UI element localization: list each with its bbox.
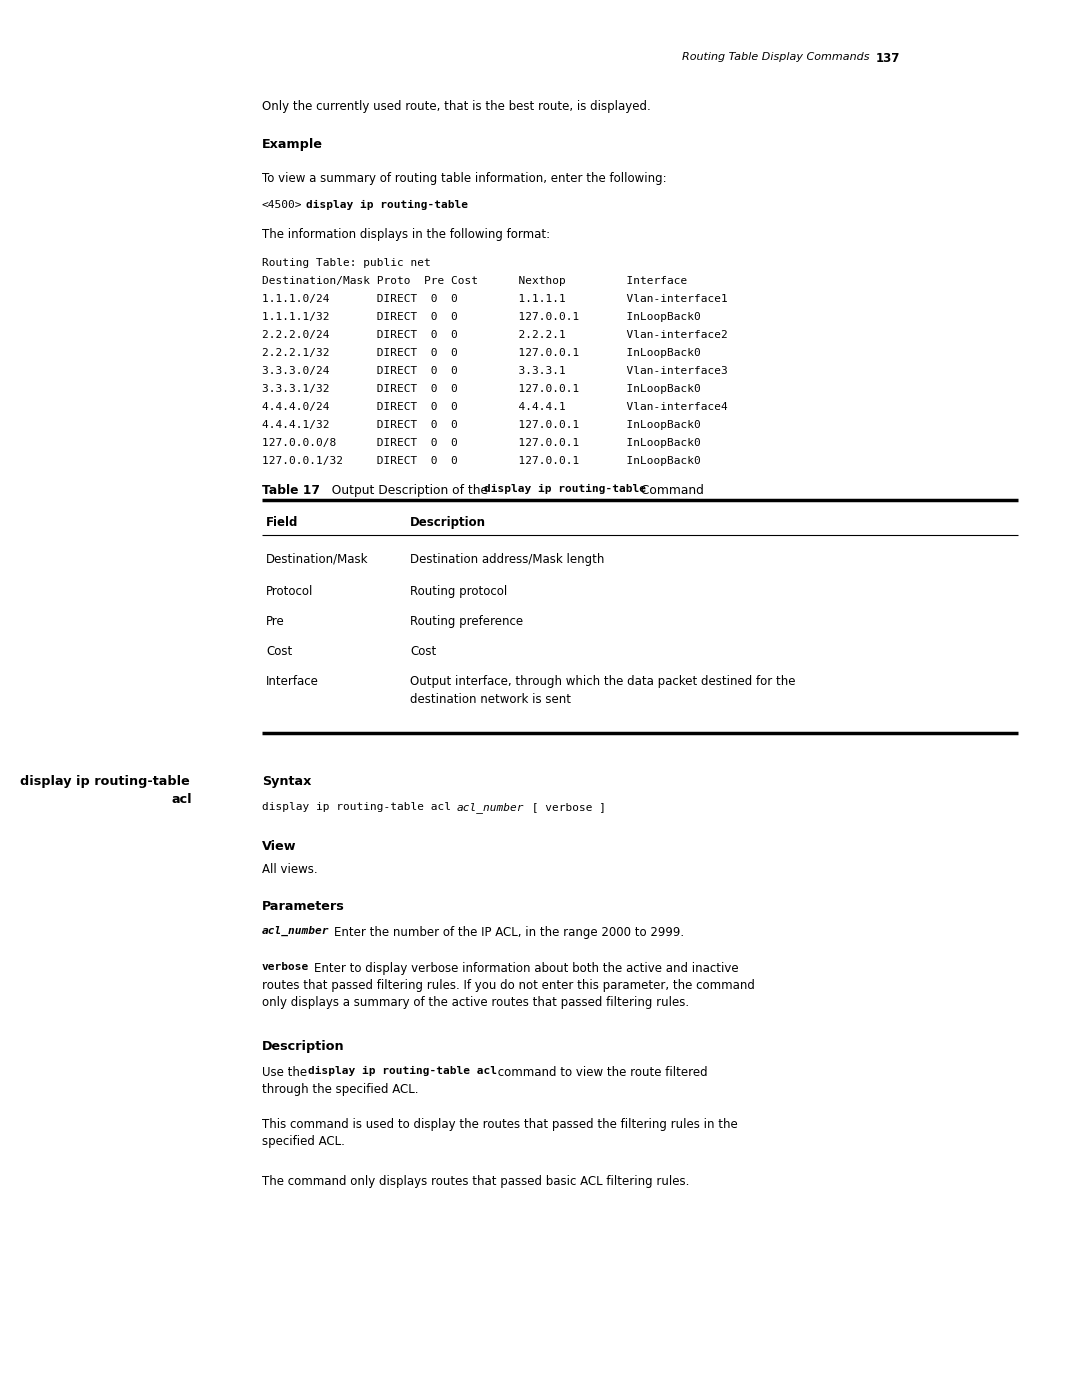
Text: routes that passed filtering rules. If you do not enter this parameter, the comm: routes that passed filtering rules. If y… (262, 979, 755, 992)
Text: Table 17: Table 17 (262, 483, 320, 497)
Text: Destination/Mask Proto  Pre Cost      Nexthop         Interface: Destination/Mask Proto Pre Cost Nexthop … (262, 277, 687, 286)
Text: acl_number: acl_number (457, 802, 525, 813)
Text: specified ACL.: specified ACL. (262, 1134, 345, 1148)
Text: display ip routing-table: display ip routing-table (21, 775, 190, 788)
Text: Field: Field (266, 515, 298, 529)
Text: Description: Description (262, 1039, 345, 1053)
Text: 4.4.4.1/32       DIRECT  0  0         127.0.0.1       InLoopBack0: 4.4.4.1/32 DIRECT 0 0 127.0.0.1 InLoopBa… (262, 420, 701, 430)
Text: 137: 137 (876, 52, 901, 66)
Text: verbose: verbose (262, 963, 309, 972)
Text: Routing protocol: Routing protocol (410, 585, 508, 598)
Text: Parameters: Parameters (262, 900, 345, 914)
Text: The command only displays routes that passed basic ACL filtering rules.: The command only displays routes that pa… (262, 1175, 689, 1187)
Text: View: View (262, 840, 297, 854)
Text: Cost: Cost (410, 645, 436, 658)
Text: Enter to display verbose information about both the active and inactive: Enter to display verbose information abo… (314, 963, 739, 975)
Text: The information displays in the following format:: The information displays in the followin… (262, 228, 550, 242)
Text: To view a summary of routing table information, enter the following:: To view a summary of routing table infor… (262, 172, 666, 184)
Text: Destination/Mask: Destination/Mask (266, 553, 368, 566)
Text: 127.0.0.1/32     DIRECT  0  0         127.0.0.1       InLoopBack0: 127.0.0.1/32 DIRECT 0 0 127.0.0.1 InLoop… (262, 455, 701, 467)
Text: All views.: All views. (262, 863, 318, 876)
Text: Destination address/Mask length: Destination address/Mask length (410, 553, 605, 566)
Text: 2.2.2.0/24       DIRECT  0  0         2.2.2.1         Vlan-interface2: 2.2.2.0/24 DIRECT 0 0 2.2.2.1 Vlan-inter… (262, 330, 728, 339)
Text: Output Description of the: Output Description of the (324, 483, 491, 497)
Text: Interface: Interface (266, 675, 319, 687)
Text: display ip routing-table: display ip routing-table (484, 483, 646, 495)
Text: 1.1.1.0/24       DIRECT  0  0         1.1.1.1         Vlan-interface1: 1.1.1.0/24 DIRECT 0 0 1.1.1.1 Vlan-inter… (262, 293, 728, 305)
Text: only displays a summary of the active routes that passed filtering rules.: only displays a summary of the active ro… (262, 996, 689, 1009)
Text: Routing Table: public net: Routing Table: public net (262, 258, 431, 268)
Text: Pre: Pre (266, 615, 285, 629)
Text: acl_number: acl_number (262, 926, 329, 936)
Text: [ verbose ]: [ verbose ] (525, 802, 606, 812)
Text: Only the currently used route, that is the best route, is displayed.: Only the currently used route, that is t… (262, 101, 651, 113)
Text: Output interface, through which the data packet destined for the
destination net: Output interface, through which the data… (410, 675, 796, 705)
Text: display ip routing-table acl: display ip routing-table acl (308, 1066, 497, 1076)
Text: Cost: Cost (266, 645, 293, 658)
Text: This command is used to display the routes that passed the filtering rules in th: This command is used to display the rout… (262, 1118, 738, 1132)
Text: 1.1.1.1/32       DIRECT  0  0         127.0.0.1       InLoopBack0: 1.1.1.1/32 DIRECT 0 0 127.0.0.1 InLoopBa… (262, 312, 701, 321)
Text: 2.2.2.1/32       DIRECT  0  0         127.0.0.1       InLoopBack0: 2.2.2.1/32 DIRECT 0 0 127.0.0.1 InLoopBa… (262, 348, 701, 358)
Text: acl: acl (172, 793, 192, 806)
Text: Routing Table Display Commands: Routing Table Display Commands (683, 52, 870, 61)
Text: <4500>: <4500> (262, 200, 302, 210)
Text: Syntax: Syntax (262, 775, 311, 788)
Text: Use the: Use the (262, 1066, 311, 1078)
Text: through the specified ACL.: through the specified ACL. (262, 1083, 419, 1097)
Text: Routing preference: Routing preference (410, 615, 523, 629)
Text: command to view the route filtered: command to view the route filtered (494, 1066, 707, 1078)
Text: 127.0.0.0/8      DIRECT  0  0         127.0.0.1       InLoopBack0: 127.0.0.0/8 DIRECT 0 0 127.0.0.1 InLoopB… (262, 439, 701, 448)
Text: Protocol: Protocol (266, 585, 313, 598)
Text: display ip routing-table acl: display ip routing-table acl (262, 802, 458, 812)
Text: Description: Description (410, 515, 486, 529)
Text: 4.4.4.0/24       DIRECT  0  0         4.4.4.1         Vlan-interface4: 4.4.4.0/24 DIRECT 0 0 4.4.4.1 Vlan-inter… (262, 402, 728, 412)
Text: 3.3.3.0/24       DIRECT  0  0         3.3.3.1         Vlan-interface3: 3.3.3.0/24 DIRECT 0 0 3.3.3.1 Vlan-inter… (262, 366, 728, 376)
Text: Example: Example (262, 138, 323, 151)
Text: 3.3.3.1/32       DIRECT  0  0         127.0.0.1       InLoopBack0: 3.3.3.1/32 DIRECT 0 0 127.0.0.1 InLoopBa… (262, 384, 701, 394)
Text: Enter the number of the IP ACL, in the range 2000 to 2999.: Enter the number of the IP ACL, in the r… (334, 926, 684, 939)
Text: Command: Command (637, 483, 704, 497)
Text: display ip routing-table: display ip routing-table (306, 200, 468, 210)
